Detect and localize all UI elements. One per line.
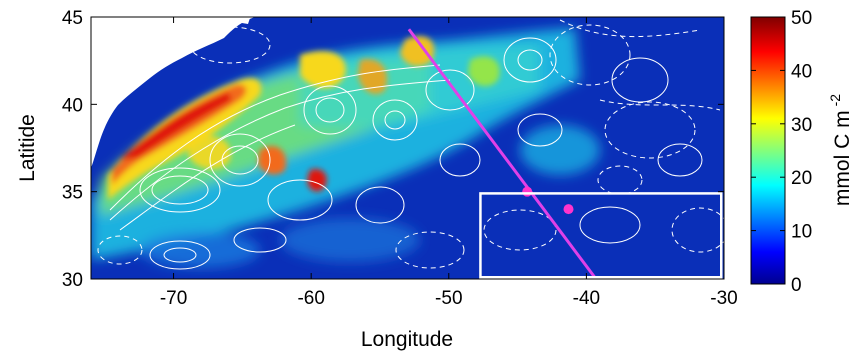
colorbar-ticks: 0 10 20 30 40 50 xyxy=(751,8,812,296)
colorbar-ramp xyxy=(750,16,786,285)
high-productivity-core xyxy=(108,36,500,200)
colorbar-tick-label: 0 xyxy=(791,275,802,296)
chlorophyll-map xyxy=(91,17,724,279)
station-marker xyxy=(563,204,574,215)
map-frame xyxy=(90,16,725,280)
y-axis-title: Latitide xyxy=(16,114,39,182)
colorbar-tick-label: 40 xyxy=(791,61,812,82)
y-tick-label: 40 xyxy=(62,95,83,116)
y-tick-label: 45 xyxy=(62,8,83,29)
y-tick-label: 30 xyxy=(62,270,83,291)
x-axis: -70 -60 -50 -40 -30 xyxy=(160,17,738,309)
colorbar: 0 10 20 30 40 50 mmol C m -2 xyxy=(750,8,854,296)
colorbar-unit: mmol C m xyxy=(831,110,854,206)
x-tick-label: -60 xyxy=(297,288,324,309)
study-region-box xyxy=(479,192,723,279)
y-tick-label: 35 xyxy=(62,183,83,204)
x-tick-label: -40 xyxy=(573,288,600,309)
colorbar-title: mmol C m -2 xyxy=(827,94,854,206)
land-islands xyxy=(236,18,250,24)
colorbar-tick-label: 30 xyxy=(791,115,812,136)
colorbar-tick-label: 50 xyxy=(791,8,812,29)
transect-line xyxy=(407,28,598,279)
x-tick-label: -30 xyxy=(710,288,737,309)
station-marker xyxy=(522,186,533,197)
land-north-america xyxy=(91,17,255,168)
colorbar-tick-label: 10 xyxy=(791,222,812,243)
x-tick-label: -50 xyxy=(435,288,462,309)
colorbar-tick-label: 20 xyxy=(791,168,812,189)
x-axis-title: Longitude xyxy=(361,328,453,351)
contour-lines xyxy=(109,37,703,270)
colorbar-unit-exponent: -2 xyxy=(827,94,843,107)
y-axis: 30 35 40 45 xyxy=(62,8,724,291)
x-tick-label: -70 xyxy=(160,288,187,309)
